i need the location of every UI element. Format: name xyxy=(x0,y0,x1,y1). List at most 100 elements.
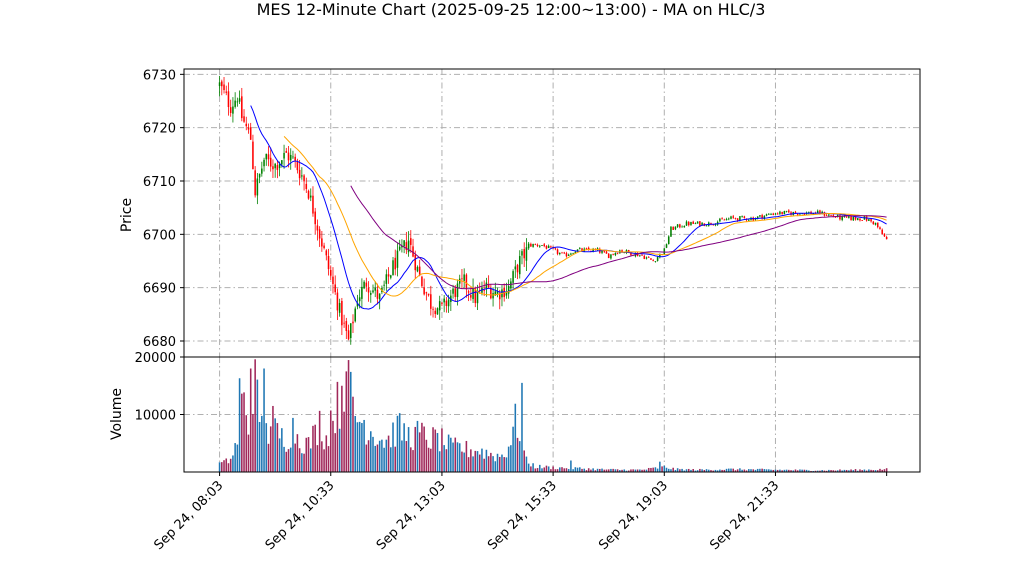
volume-bar-33 xyxy=(292,417,294,472)
candle-body-292 xyxy=(868,219,870,221)
x-tick-label-0: Sep 24, 08:03 xyxy=(152,478,227,553)
volume-bar-291 xyxy=(865,470,868,472)
candle-body-126 xyxy=(498,293,501,300)
candle-body-68 xyxy=(370,293,372,295)
candle-body-293 xyxy=(870,219,872,222)
candle-body-283 xyxy=(848,216,850,218)
volume-bar-253 xyxy=(781,470,783,472)
volume-bar-39 xyxy=(305,437,308,472)
candle-body-276 xyxy=(832,215,835,217)
volume-bar-8 xyxy=(236,444,239,472)
candle-body-57 xyxy=(345,321,348,331)
x-tick-label-4: Sep 24, 19:03 xyxy=(596,478,671,553)
candle-body-39 xyxy=(305,183,308,189)
volume-bar-10 xyxy=(241,393,243,472)
volume-bar-94 xyxy=(427,447,430,472)
candle-body-144 xyxy=(538,245,541,247)
volume-bar-92 xyxy=(423,426,425,472)
volume-bar-6 xyxy=(232,455,234,472)
volume-bar-285 xyxy=(852,470,855,472)
volume-bar-151 xyxy=(554,469,557,472)
volume-bar-45 xyxy=(318,410,321,472)
candle-body-215 xyxy=(696,221,699,224)
volume-bar-153 xyxy=(559,467,561,472)
volume-bar-98 xyxy=(436,433,439,472)
candle-body-138 xyxy=(525,247,528,261)
volume-bar-270 xyxy=(819,470,821,472)
volume-bar-272 xyxy=(823,470,826,472)
volume-bar-50 xyxy=(329,410,332,472)
volume-bar-164 xyxy=(583,468,586,472)
x-tick-label-3: Sep 24, 15:33 xyxy=(485,478,560,553)
volume-bar-132 xyxy=(512,426,514,472)
volume-bar-32 xyxy=(289,447,292,472)
volume-bar-298 xyxy=(881,469,883,472)
volume-bar-169 xyxy=(594,470,597,472)
volume-bar-136 xyxy=(521,382,523,472)
volume-bar-133 xyxy=(514,403,517,472)
volume-bar-184 xyxy=(627,470,630,472)
x-tick-label-5: Sep 24, 21:33 xyxy=(707,478,782,553)
volume-bar-31 xyxy=(287,449,290,472)
ma-line-0 xyxy=(250,105,887,310)
volume-bar-43 xyxy=(314,424,316,472)
candle-body-111 xyxy=(465,274,468,290)
volume-bar-52 xyxy=(334,433,336,472)
volume-bar-278 xyxy=(836,470,839,472)
volume-bar-90 xyxy=(418,432,421,472)
chart-title: MES 12-Minute Chart (2025-09-25 12:00~13… xyxy=(256,0,766,19)
volume-bar-121 xyxy=(487,456,490,472)
candle-body-119 xyxy=(483,290,485,292)
volume-bar-58 xyxy=(347,360,350,472)
volume-bar-131 xyxy=(510,445,512,472)
volume-bar-96 xyxy=(432,427,434,472)
candle-body-196 xyxy=(654,261,657,263)
volume-bar-27 xyxy=(278,438,281,472)
volume-bar-259 xyxy=(794,469,797,472)
volume-bar-135 xyxy=(518,441,521,472)
volume-bar-211 xyxy=(687,468,690,472)
candle-body-161 xyxy=(576,249,579,252)
volume-bar-233 xyxy=(736,469,739,472)
candle-body-5 xyxy=(229,107,232,113)
candle-body-176 xyxy=(610,254,612,259)
volume-bar-126 xyxy=(498,456,501,472)
volume-bar-81 xyxy=(398,413,401,472)
volume-bar-181 xyxy=(621,469,623,472)
candle-body-291 xyxy=(865,216,868,221)
candle-body-100 xyxy=(441,302,443,304)
volume-bar-14 xyxy=(249,368,252,472)
candle-body-22 xyxy=(267,154,270,160)
volume-bar-23 xyxy=(269,426,272,472)
candle-body-102 xyxy=(445,300,448,307)
candle-body-81 xyxy=(398,246,401,250)
candle-body-141 xyxy=(532,244,534,247)
candle-body-208 xyxy=(681,226,683,228)
volume-bar-147 xyxy=(545,465,548,472)
candle-body-89 xyxy=(416,266,419,272)
candle-body-289 xyxy=(861,220,863,221)
volume-bar-247 xyxy=(768,469,770,472)
volume-bar-266 xyxy=(810,470,812,472)
price-axis-ticks: 6680 6690 6700 6710 6720 6730 xyxy=(143,68,184,350)
candle-body-154 xyxy=(561,252,563,254)
volume-bar-277 xyxy=(834,470,837,472)
volume-bar-273 xyxy=(825,470,828,472)
candle-body-4 xyxy=(227,91,230,108)
candle-body-188 xyxy=(636,252,639,257)
volume-bar-171 xyxy=(599,468,601,472)
candle-body-101 xyxy=(443,298,445,303)
candle-body-288 xyxy=(859,218,861,221)
volume-bar-77 xyxy=(390,447,392,472)
volume-bar-258 xyxy=(792,470,795,472)
candle-body-165 xyxy=(585,248,588,250)
volume-bar-120 xyxy=(485,449,488,472)
candle-body-90 xyxy=(418,266,421,276)
volume-bar-294 xyxy=(872,470,875,472)
candle-body-190 xyxy=(641,254,643,256)
candle-body-286 xyxy=(854,216,857,220)
volume-bar-80 xyxy=(396,415,399,472)
candle-body-270 xyxy=(819,210,821,215)
volume-bar-196 xyxy=(654,467,657,472)
